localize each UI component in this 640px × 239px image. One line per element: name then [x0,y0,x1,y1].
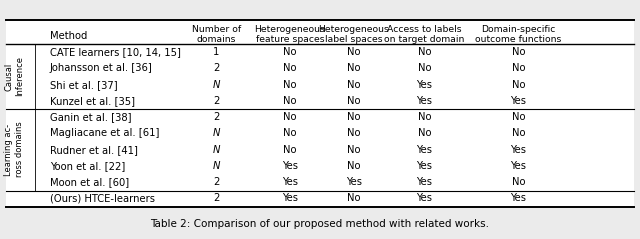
Text: CATE learners [10, 14, 15]: CATE learners [10, 14, 15] [50,47,180,57]
FancyBboxPatch shape [6,19,634,208]
Text: Method: Method [50,31,87,41]
Text: Yes: Yes [346,177,362,187]
Text: Yes: Yes [282,177,298,187]
Text: Yes: Yes [511,193,527,203]
Text: 2: 2 [213,112,220,122]
Text: No: No [417,63,431,73]
Text: Yes: Yes [417,96,433,106]
Text: No: No [347,145,361,155]
Text: Domain-specific
outcome functions: Domain-specific outcome functions [476,25,561,44]
Text: No: No [417,47,431,57]
Text: Johansson et al. [36]: Johansson et al. [36] [50,63,153,73]
Text: No: No [511,112,525,122]
Text: No: No [347,47,361,57]
Text: N: N [212,145,220,155]
Text: No: No [283,112,297,122]
Text: No: No [283,128,297,138]
Text: Yes: Yes [417,161,433,171]
Text: 2: 2 [213,63,220,73]
Text: Heterogeneous
label spaces: Heterogeneous label spaces [319,25,389,44]
Text: Yoon et al. [22]: Yoon et al. [22] [50,161,125,171]
Text: No: No [347,193,361,203]
Text: Table 2: Comparison of our proposed method with related works.: Table 2: Comparison of our proposed meth… [150,218,490,228]
Text: Kunzel et al. [35]: Kunzel et al. [35] [50,96,135,106]
Text: Heterogeneous
feature spaces: Heterogeneous feature spaces [255,25,325,44]
Text: Yes: Yes [282,193,298,203]
Text: Yes: Yes [511,161,527,171]
Text: No: No [283,47,297,57]
Text: No: No [417,112,431,122]
Text: 2: 2 [213,177,220,187]
Text: No: No [283,80,297,90]
Text: No: No [511,177,525,187]
Text: No: No [347,80,361,90]
Text: Moon et al. [60]: Moon et al. [60] [50,177,129,187]
Text: No: No [511,47,525,57]
Text: Causal
Inference: Causal Inference [4,56,24,97]
Text: No: No [347,128,361,138]
Text: No: No [511,128,525,138]
Text: No: No [417,128,431,138]
Text: No: No [283,96,297,106]
Text: No: No [347,63,361,73]
Text: 2: 2 [213,193,220,203]
Text: Learning ac-
ross domains: Learning ac- ross domains [4,122,24,178]
Text: (Ours) HTCE-learners: (Ours) HTCE-learners [50,193,155,203]
Text: No: No [283,145,297,155]
Text: No: No [283,63,297,73]
Text: No: No [511,63,525,73]
Text: Yes: Yes [282,161,298,171]
Text: Rudner et al. [41]: Rudner et al. [41] [50,145,138,155]
Text: Access to labels
on target domain: Access to labels on target domain [384,25,465,44]
Text: No: No [347,96,361,106]
Text: Yes: Yes [417,145,433,155]
Text: Yes: Yes [511,96,527,106]
Text: 2: 2 [213,96,220,106]
Text: N: N [212,80,220,90]
Text: Ganin et al. [38]: Ganin et al. [38] [50,112,131,122]
Text: Yes: Yes [417,177,433,187]
Text: No: No [347,112,361,122]
Text: Shi et al. [37]: Shi et al. [37] [50,80,118,90]
Text: Number of
domains: Number of domains [192,25,241,44]
Text: N: N [212,161,220,171]
Text: Yes: Yes [417,193,433,203]
Text: N: N [212,128,220,138]
Text: 1: 1 [213,47,220,57]
Text: No: No [511,80,525,90]
Text: Yes: Yes [511,145,527,155]
Text: Yes: Yes [417,80,433,90]
Text: Magliacane et al. [61]: Magliacane et al. [61] [50,128,159,138]
Text: No: No [347,161,361,171]
